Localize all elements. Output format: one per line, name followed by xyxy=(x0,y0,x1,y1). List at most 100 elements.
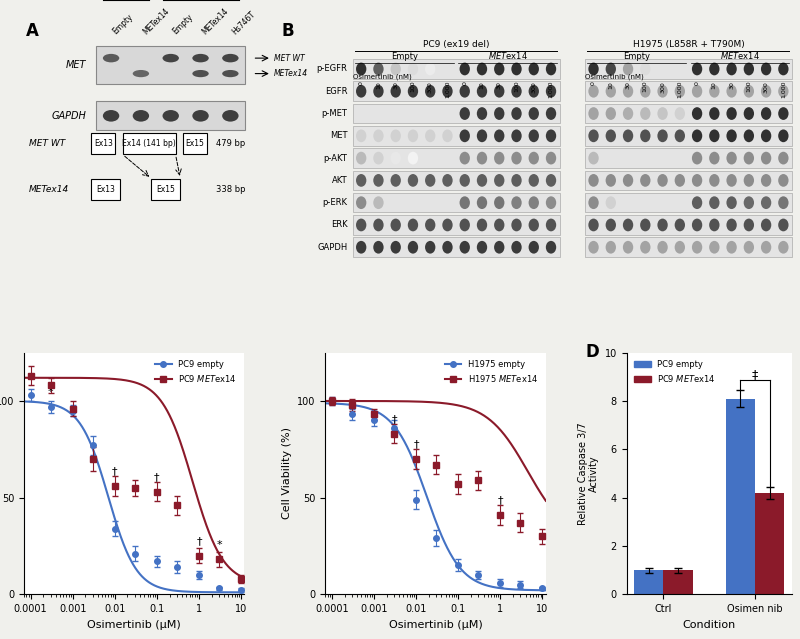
Ellipse shape xyxy=(356,219,366,231)
Text: †: † xyxy=(414,439,419,449)
Ellipse shape xyxy=(374,196,384,209)
X-axis label: Osimertinib (μM): Osimertinib (μM) xyxy=(87,620,181,629)
Text: Hs746T: Hs746T xyxy=(230,9,258,36)
Ellipse shape xyxy=(459,151,470,164)
Text: 0: 0 xyxy=(358,81,364,84)
Ellipse shape xyxy=(162,110,179,121)
Ellipse shape xyxy=(726,174,737,187)
Text: 1,000: 1,000 xyxy=(781,81,786,98)
Ellipse shape xyxy=(529,63,539,75)
Ellipse shape xyxy=(494,107,505,120)
Ellipse shape xyxy=(546,63,556,75)
Ellipse shape xyxy=(640,107,650,120)
Bar xyxy=(353,171,560,190)
Ellipse shape xyxy=(442,219,453,231)
Ellipse shape xyxy=(744,63,754,75)
Ellipse shape xyxy=(744,196,754,209)
Ellipse shape xyxy=(459,85,470,98)
Ellipse shape xyxy=(588,174,598,187)
Bar xyxy=(91,179,120,201)
Ellipse shape xyxy=(761,241,771,254)
Ellipse shape xyxy=(511,130,522,142)
Y-axis label: Relative Caspase 3/7
Activity: Relative Caspase 3/7 Activity xyxy=(578,422,599,525)
Ellipse shape xyxy=(222,54,238,63)
Ellipse shape xyxy=(588,196,598,209)
Ellipse shape xyxy=(442,174,453,187)
Text: 100: 100 xyxy=(410,81,415,93)
Bar xyxy=(151,179,180,201)
Ellipse shape xyxy=(726,107,737,120)
Ellipse shape xyxy=(529,219,539,231)
Ellipse shape xyxy=(588,151,598,164)
Bar xyxy=(96,102,246,130)
Ellipse shape xyxy=(477,151,487,164)
Ellipse shape xyxy=(606,219,616,231)
Text: 10: 10 xyxy=(608,81,614,89)
Ellipse shape xyxy=(356,174,366,187)
Ellipse shape xyxy=(606,241,616,254)
Text: †: † xyxy=(391,414,397,424)
Ellipse shape xyxy=(761,196,771,209)
Text: p-AKT: p-AKT xyxy=(324,153,347,162)
Ellipse shape xyxy=(546,107,556,120)
Ellipse shape xyxy=(623,63,634,75)
Ellipse shape xyxy=(374,63,384,75)
Y-axis label: Cell Viability (%): Cell Viability (%) xyxy=(282,427,292,520)
Ellipse shape xyxy=(546,174,556,187)
Ellipse shape xyxy=(494,63,505,75)
Ellipse shape xyxy=(425,63,435,75)
Ellipse shape xyxy=(477,174,487,187)
Text: p-EGFR: p-EGFR xyxy=(317,65,347,73)
Ellipse shape xyxy=(778,196,789,209)
Ellipse shape xyxy=(640,219,650,231)
Ellipse shape xyxy=(588,85,598,98)
Ellipse shape xyxy=(606,196,616,209)
Ellipse shape xyxy=(477,63,487,75)
Ellipse shape xyxy=(103,110,119,121)
Ellipse shape xyxy=(374,151,384,164)
Ellipse shape xyxy=(588,130,598,142)
Text: $\it{MET}$ex14: $\it{MET}$ex14 xyxy=(488,50,528,61)
Ellipse shape xyxy=(674,130,685,142)
Ellipse shape xyxy=(511,241,522,254)
Ellipse shape xyxy=(356,85,366,98)
Ellipse shape xyxy=(623,85,634,98)
Text: 30: 30 xyxy=(626,81,630,89)
Bar xyxy=(585,238,792,257)
Bar xyxy=(585,148,792,168)
Text: $\it{MET}$ex14: $\it{MET}$ex14 xyxy=(720,50,760,61)
Ellipse shape xyxy=(494,151,505,164)
Bar xyxy=(353,81,560,101)
Text: 30: 30 xyxy=(394,81,398,89)
Ellipse shape xyxy=(356,196,366,209)
Bar xyxy=(585,215,792,235)
Ellipse shape xyxy=(222,110,238,121)
Ellipse shape xyxy=(494,241,505,254)
Ellipse shape xyxy=(546,130,556,142)
Ellipse shape xyxy=(477,219,487,231)
Text: 100: 100 xyxy=(514,81,519,93)
Text: Ex15: Ex15 xyxy=(186,139,204,148)
Ellipse shape xyxy=(778,130,789,142)
Ellipse shape xyxy=(744,174,754,187)
Text: Ex14 (141 bp): Ex14 (141 bp) xyxy=(122,139,176,148)
Text: GAPDH: GAPDH xyxy=(52,111,86,121)
Bar xyxy=(585,59,792,79)
Text: †: † xyxy=(196,536,202,546)
Bar xyxy=(663,570,693,594)
Ellipse shape xyxy=(709,219,719,231)
Ellipse shape xyxy=(390,85,401,98)
Ellipse shape xyxy=(390,151,401,164)
Ellipse shape xyxy=(658,130,668,142)
Ellipse shape xyxy=(459,130,470,142)
Bar xyxy=(353,148,560,168)
X-axis label: Condition: Condition xyxy=(682,620,736,629)
Ellipse shape xyxy=(744,241,754,254)
Ellipse shape xyxy=(726,85,737,98)
Text: A: A xyxy=(26,22,39,40)
Ellipse shape xyxy=(692,63,702,75)
Ellipse shape xyxy=(408,63,418,75)
Ellipse shape xyxy=(356,241,366,254)
Text: GAPDH: GAPDH xyxy=(318,243,347,252)
Text: *: * xyxy=(48,387,54,397)
